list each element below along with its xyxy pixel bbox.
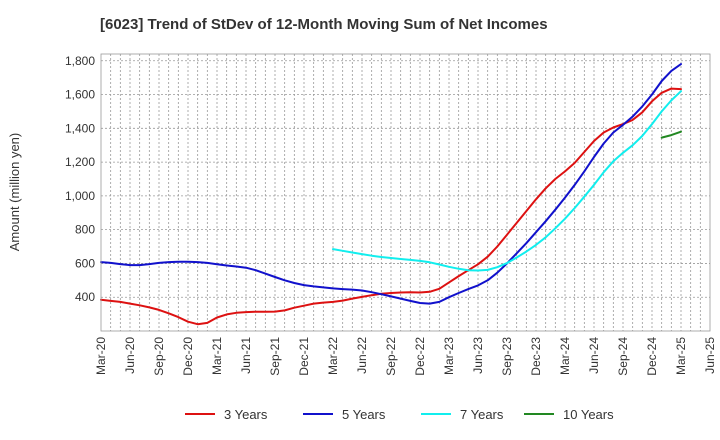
x-tick-label: Jun-25 bbox=[703, 337, 717, 374]
legend-label: 10 Years bbox=[563, 407, 614, 422]
x-tick-label: Mar-25 bbox=[674, 337, 688, 375]
x-tick-label: Dec-20 bbox=[181, 337, 195, 376]
x-tick-label: Mar-20 bbox=[94, 337, 108, 375]
x-tick-label: Sep-23 bbox=[500, 337, 514, 376]
x-tick-label: Jun-22 bbox=[355, 337, 369, 374]
x-tick-label: Mar-21 bbox=[210, 337, 224, 375]
series-line-2 bbox=[100, 63, 682, 305]
x-tick-label: Sep-22 bbox=[384, 337, 398, 376]
y-tick-label: 800 bbox=[75, 223, 95, 237]
series-line-3 bbox=[332, 90, 682, 272]
x-tick-label: Jun-21 bbox=[239, 337, 253, 374]
y-tick-label: 1,800 bbox=[65, 54, 95, 68]
x-tick-label: Sep-24 bbox=[616, 337, 630, 376]
x-tick-label: Jun-24 bbox=[587, 337, 601, 374]
legend: 3 Years 5 Years 7 Years 10 Years bbox=[185, 407, 614, 422]
y-tick-label: 1,600 bbox=[65, 88, 95, 102]
x-tick-label: Dec-23 bbox=[529, 337, 543, 376]
x-tick-label: Sep-20 bbox=[152, 337, 166, 376]
series-line-4 bbox=[660, 130, 682, 139]
x-tick-label: Dec-24 bbox=[645, 337, 659, 376]
grid-layer bbox=[101, 54, 710, 331]
series-layer bbox=[100, 63, 682, 326]
y-tick-label: 1,400 bbox=[65, 121, 95, 135]
x-tick-label: Sep-21 bbox=[268, 337, 282, 376]
x-tick-label: Mar-22 bbox=[326, 337, 340, 375]
x-tick-label: Dec-22 bbox=[413, 337, 427, 376]
y-tick-labels: 400 600 800 1,000 1,200 1,400 1,600 1,800 bbox=[65, 54, 95, 304]
legend-label: 7 Years bbox=[460, 407, 504, 422]
legend-label: 5 Years bbox=[342, 407, 386, 422]
x-tick-labels: Mar-20 Jun-20 Sep-20 Dec-20 Mar-21 Jun-21 Sep-… bbox=[94, 337, 717, 376]
x-tick-label: Jun-20 bbox=[123, 337, 137, 374]
series-line-1 bbox=[100, 87, 682, 326]
y-tick-label: 400 bbox=[75, 290, 95, 304]
y-axis-label: Amount (million yen) bbox=[7, 133, 22, 252]
y-tick-label: 600 bbox=[75, 256, 95, 270]
x-tick-label: Mar-23 bbox=[442, 337, 456, 375]
legend-label: 3 Years bbox=[224, 407, 268, 422]
plot-area bbox=[100, 53, 711, 332]
x-tick-label: Jun-23 bbox=[471, 337, 485, 374]
x-tick-label: Mar-24 bbox=[558, 337, 572, 375]
y-tick-label: 1,200 bbox=[65, 155, 95, 169]
chart-title: [6023] Trend of StDev of 12-Month Moving… bbox=[100, 16, 548, 33]
y-tick-label: 1,000 bbox=[65, 189, 95, 203]
x-tick-label: Dec-21 bbox=[297, 337, 311, 376]
